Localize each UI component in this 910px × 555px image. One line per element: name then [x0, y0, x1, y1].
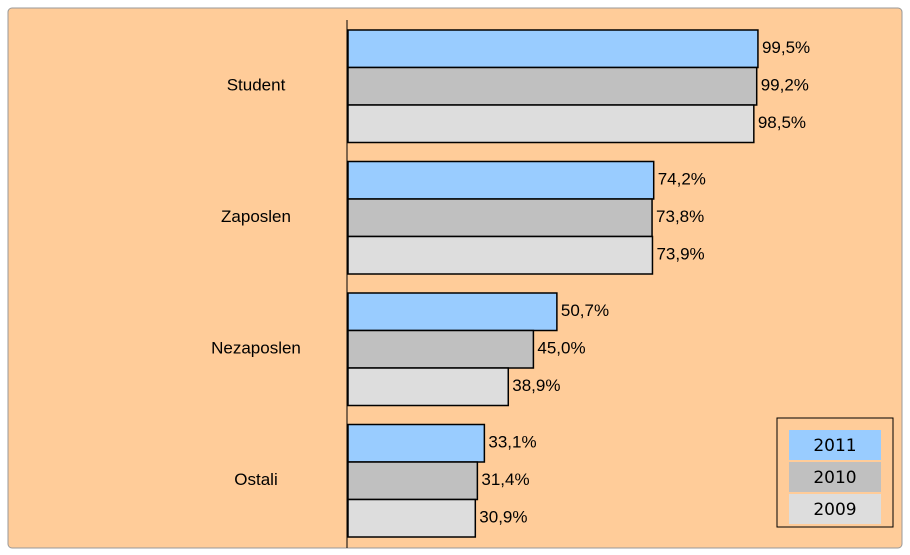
- bar: [347, 235, 654, 275]
- value-label: 38,9%: [512, 376, 560, 395]
- value-label: 31,4%: [481, 470, 529, 489]
- bar: [347, 329, 535, 369]
- legend-swatch: [789, 462, 881, 492]
- legend-label: 2010: [813, 468, 856, 488]
- value-label: 73,8%: [656, 207, 704, 226]
- bar: [347, 498, 477, 538]
- value-label: 50,7%: [561, 301, 609, 320]
- category-label: Nezaposlen: [211, 339, 301, 358]
- bar: [347, 29, 759, 69]
- bar: [347, 423, 486, 463]
- bar: [347, 292, 558, 332]
- value-label: 99,2%: [761, 76, 809, 95]
- legend-swatch: [789, 430, 881, 460]
- value-label: 74,2%: [658, 170, 706, 189]
- value-label: 73,9%: [656, 245, 704, 264]
- legend-label: 2011: [813, 436, 856, 456]
- category-label: Zaposlen: [221, 207, 291, 226]
- bar: [347, 367, 510, 407]
- value-label: 33,1%: [488, 433, 536, 452]
- value-label: 99,5%: [762, 38, 810, 57]
- legend-label: 2009: [813, 500, 856, 520]
- bar: [347, 104, 755, 144]
- value-label: 45,0%: [537, 339, 585, 358]
- bar: [347, 198, 653, 238]
- category-label: Student: [227, 76, 286, 95]
- bar: [347, 461, 479, 501]
- category-label: Ostali: [234, 470, 277, 489]
- bar: [347, 160, 655, 200]
- value-label: 98,5%: [758, 113, 806, 132]
- bar: [347, 66, 758, 106]
- legend-swatch: [789, 494, 881, 524]
- value-label: 30,9%: [479, 508, 527, 527]
